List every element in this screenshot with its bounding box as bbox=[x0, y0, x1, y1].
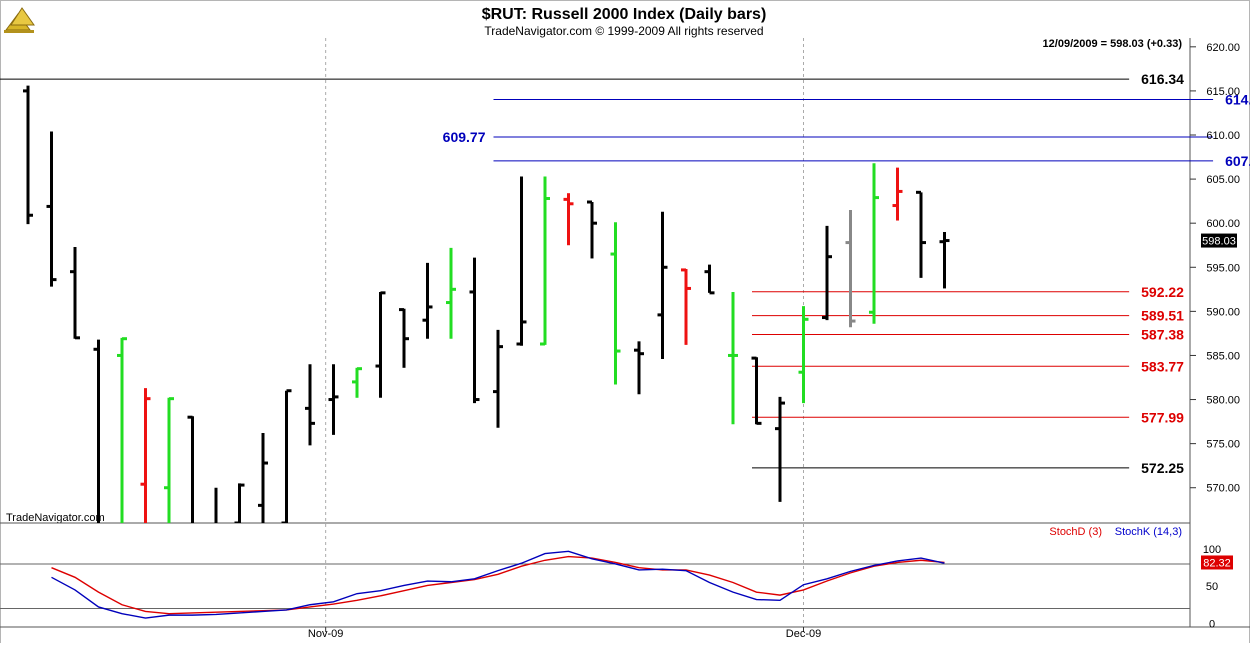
ohlc-bar bbox=[281, 389, 292, 523]
stoch-line bbox=[51, 550, 945, 619]
level-label: 583.77 bbox=[1141, 358, 1184, 374]
ohlc-bar bbox=[939, 232, 950, 289]
level-label: 609.77 bbox=[443, 129, 486, 145]
ohlc-bar bbox=[681, 268, 691, 345]
ohlc-bar bbox=[446, 247, 456, 339]
ohlc-bar bbox=[23, 85, 33, 225]
ohlc-bar bbox=[399, 308, 409, 368]
ohlc-bar bbox=[117, 337, 127, 523]
ohlc-bar bbox=[869, 163, 879, 324]
level-label: 572.25 bbox=[1141, 460, 1184, 476]
stoch-axis-label: 0 bbox=[1209, 618, 1215, 630]
ohlc-bar bbox=[657, 211, 668, 359]
ohlc-bar bbox=[775, 396, 785, 502]
x-axis-label: Nov-09 bbox=[308, 628, 343, 640]
ohlc-bar bbox=[540, 176, 550, 346]
stoch-axis-label: 50 bbox=[1206, 581, 1218, 593]
level-label: 589.51 bbox=[1141, 308, 1184, 324]
ohlc-bar bbox=[214, 487, 218, 523]
watermark-label: TradeNavigator.com bbox=[6, 512, 105, 524]
ohlc-bar bbox=[728, 291, 738, 425]
ohlc-bar bbox=[70, 246, 80, 340]
ohlc-bar bbox=[704, 264, 715, 295]
ohlc-bar bbox=[140, 388, 151, 523]
ohlc-bar bbox=[798, 306, 809, 404]
chart-title: $RUT: Russell 2000 Index (Daily bars) bbox=[482, 6, 767, 23]
last-price-box: 598.03 bbox=[1201, 233, 1237, 248]
stoch-value: 82.32 bbox=[1203, 557, 1231, 569]
level-label: 577.99 bbox=[1141, 409, 1184, 425]
price-axis-label: 575.00 bbox=[1206, 439, 1240, 451]
chart-subtitle: TradeNavigator.com © 1999-2009 All right… bbox=[484, 24, 763, 38]
price-axis-label: 580.00 bbox=[1206, 395, 1240, 407]
ohlc-bar bbox=[916, 190, 926, 278]
ohlc-bar bbox=[469, 257, 480, 404]
price-pane[interactable] bbox=[0, 38, 1191, 627]
ohlc-bar bbox=[822, 225, 832, 321]
price-axis-label: 600.00 bbox=[1206, 218, 1240, 230]
stoch-value-box: 82.32 bbox=[1201, 555, 1233, 570]
ohlc-bar bbox=[892, 167, 903, 221]
ohlc-bar bbox=[234, 483, 245, 523]
level-label: 607.07 bbox=[1225, 153, 1250, 169]
ohlc-bar bbox=[187, 415, 194, 523]
ohlc-bar bbox=[563, 193, 574, 246]
stoch-d-legend: StochD (3) bbox=[1049, 526, 1102, 538]
ohlc-bar bbox=[610, 222, 621, 385]
ohlc-bar bbox=[375, 291, 386, 398]
ohlc-bar bbox=[93, 339, 100, 523]
ohlc-bar bbox=[422, 262, 433, 339]
ohlc-bar bbox=[634, 341, 644, 395]
ohlc-bar bbox=[493, 329, 503, 428]
ohlc-bar bbox=[587, 200, 597, 259]
stoch-k-legend: StochK (14,3) bbox=[1115, 526, 1182, 538]
stoch-axis-label: 100 bbox=[1203, 544, 1221, 556]
stoch-line bbox=[51, 555, 945, 615]
price-axis-label: 620.00 bbox=[1206, 42, 1240, 54]
price-axis-label: 590.00 bbox=[1206, 306, 1240, 318]
price-axis-label: 605.00 bbox=[1206, 174, 1240, 186]
price-axis-label: 570.00 bbox=[1206, 483, 1240, 495]
ohlc-bar bbox=[328, 364, 339, 435]
ohlc-bar bbox=[305, 364, 315, 446]
last-price-value: 598.03 bbox=[1202, 236, 1236, 248]
ohlc-bar bbox=[845, 209, 856, 328]
ohlc-bar bbox=[258, 433, 268, 523]
price-axis-label: 615.00 bbox=[1206, 86, 1240, 98]
trade-navigator-logo-icon[interactable] bbox=[4, 7, 35, 33]
ohlc-bar bbox=[516, 176, 527, 346]
level-label: 592.22 bbox=[1141, 284, 1184, 300]
level-label: 587.38 bbox=[1141, 326, 1184, 342]
x-axis-label: Dec-09 bbox=[786, 628, 821, 640]
price-axis-label: 595.00 bbox=[1206, 262, 1240, 274]
price-axis-label: 585.00 bbox=[1206, 350, 1240, 362]
price-axis-label: 610.00 bbox=[1206, 130, 1240, 142]
level-label: 616.34 bbox=[1141, 71, 1184, 87]
ohlc-bar bbox=[751, 356, 762, 425]
level-label: 614.03 bbox=[1225, 91, 1250, 107]
ohlc-bar bbox=[352, 367, 362, 398]
ohlc-bar bbox=[164, 397, 174, 523]
ohlc-bar bbox=[46, 131, 57, 287]
last-quote-readout: 12/09/2009 = 598.03 (+0.33) bbox=[1043, 38, 1183, 50]
